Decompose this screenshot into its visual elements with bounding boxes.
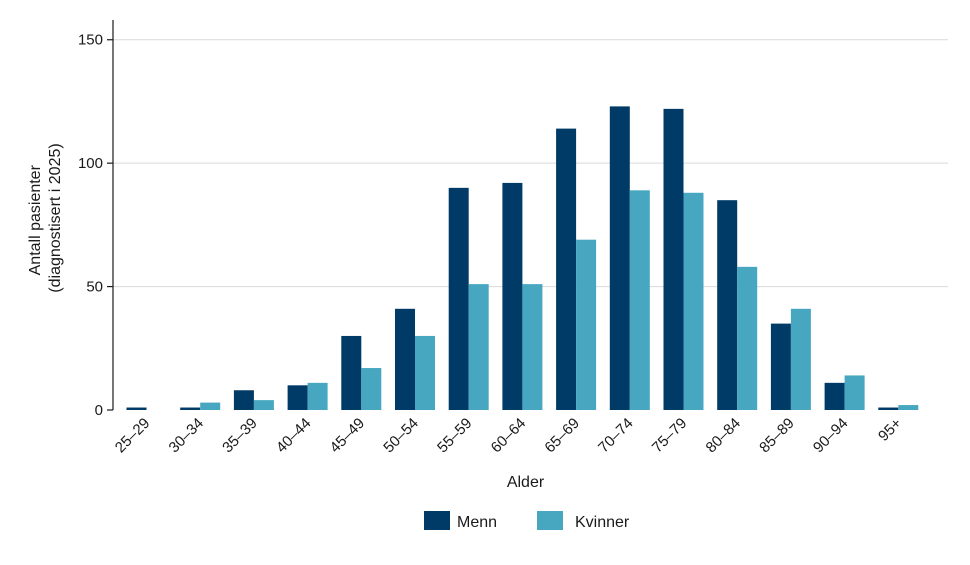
x-tick-label: 95+ [875, 415, 905, 445]
x-tick-label: 55–59 [434, 415, 476, 457]
bar-kvinner-8 [576, 239, 597, 410]
y-axis-title-line-1: Antall pasienter [27, 164, 44, 275]
bar-kvinner-5 [415, 335, 435, 410]
bar-menn-10 [663, 108, 684, 411]
bar-kvinner-10 [683, 192, 704, 410]
x-tick-label: 50–54 [380, 415, 422, 457]
y-tick-label: 0 [95, 402, 103, 419]
y-axis-title: Antall pasienter (diagnostisert i 2025) [27, 143, 64, 292]
bar-menn-1 [180, 407, 201, 410]
x-tick-label: 45–49 [327, 415, 369, 457]
x-tick-label: 75–79 [649, 415, 691, 457]
x-tick-label: 30–34 [166, 415, 208, 457]
legend-swatch-kvinner [537, 511, 563, 530]
bar-menn-4 [341, 335, 362, 410]
x-tick-label: 80–84 [703, 415, 745, 457]
bar-menn-8 [556, 128, 577, 410]
bar-menn-2 [233, 390, 254, 410]
legend: Menn Kvinner [424, 511, 630, 531]
bar-kvinner-3 [307, 382, 328, 410]
bar-menn-9 [609, 106, 630, 411]
bar-kvinner-6 [468, 284, 489, 410]
legend-swatch-menn [424, 511, 450, 530]
y-tick-label: 50 [86, 279, 103, 296]
bar-menn-0 [126, 407, 147, 410]
bar-kvinner-14 [898, 405, 919, 410]
y-ticks: 0 50 100 150 [78, 32, 113, 419]
bar-kvinner-11 [737, 266, 758, 410]
bar-menn-6 [448, 187, 469, 410]
bar-menn-11 [717, 200, 738, 410]
bar-kvinner-2 [253, 400, 274, 410]
x-tick-label: 25–29 [112, 415, 154, 457]
x-tick-label: 70–74 [595, 415, 637, 457]
bars [126, 106, 919, 411]
x-axis-title: Alder [507, 474, 545, 491]
bar-menn-5 [395, 308, 415, 410]
bar-kvinner-13 [844, 375, 865, 410]
bar-menn-14 [878, 407, 899, 410]
bar-kvinner-12 [790, 308, 811, 410]
x-tick-label: 60–64 [488, 415, 530, 457]
gridlines [113, 39, 948, 288]
bar-kvinner-7 [522, 284, 543, 410]
y-axis-title-line-2: (diagnostisert i 2025) [47, 143, 64, 292]
bar-menn-3 [287, 385, 308, 410]
x-tick-label: 40–44 [273, 415, 315, 457]
bar-menn-12 [770, 323, 791, 410]
x-tick-label: 85–89 [756, 415, 798, 457]
bar-menn-13 [824, 382, 845, 410]
y-tick-label: 100 [78, 155, 103, 172]
bar-menn-7 [502, 182, 523, 410]
x-tick-label: 90–94 [810, 415, 852, 457]
x-tick-label: 65–69 [541, 415, 583, 457]
x-tick-label: 35–39 [219, 415, 261, 457]
bar-kvinner-4 [361, 368, 382, 410]
legend-label-menn: Menn [457, 514, 497, 531]
bar-kvinner-9 [629, 190, 650, 410]
legend-label-kvinner: Kvinner [575, 514, 630, 531]
y-tick-label: 150 [78, 32, 103, 49]
bar-kvinner-1 [200, 402, 221, 410]
x-ticks: 25–29 30–34 35–39 40–44 45–49 50–54 55–59 60–64… [112, 415, 905, 457]
